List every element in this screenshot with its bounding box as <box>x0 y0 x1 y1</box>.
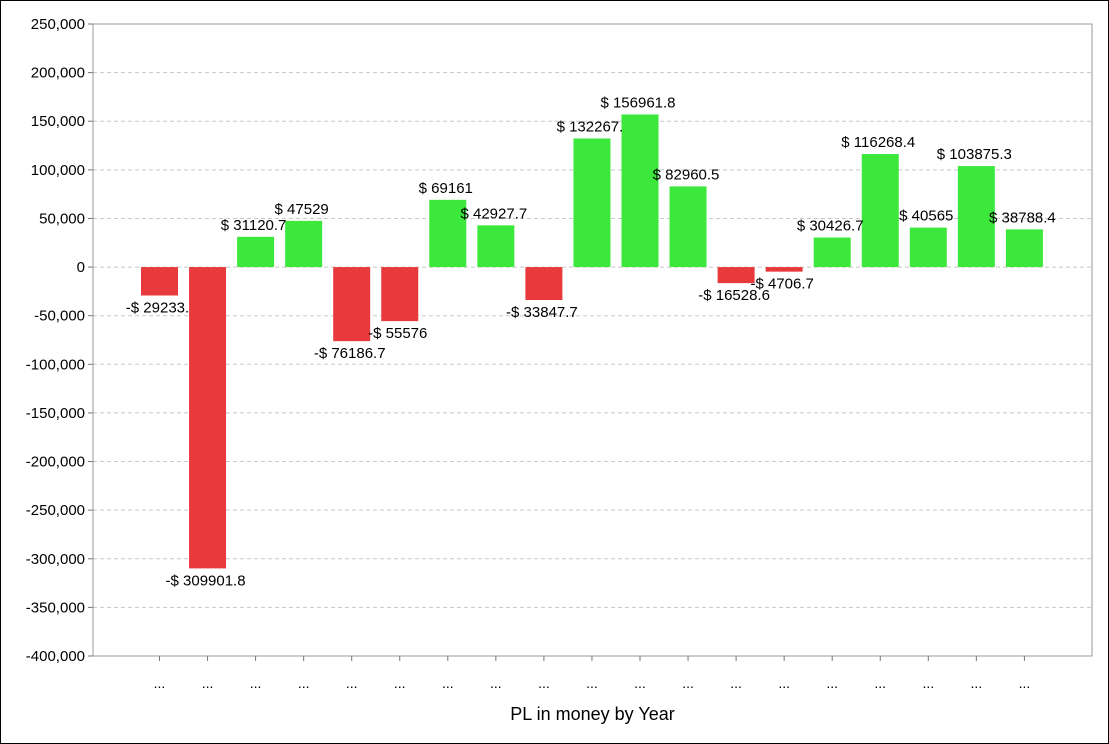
data-label: $ 132267. <box>557 118 624 135</box>
x-axis-title: PL in money by Year <box>510 704 674 724</box>
bar <box>477 225 515 268</box>
y-tick-label: 150,000 <box>31 113 85 130</box>
x-tick-label: ... <box>730 675 742 691</box>
x-tick-label: ... <box>154 675 166 691</box>
y-tick-label: 100,000 <box>31 162 85 179</box>
x-tick-label: ... <box>298 675 310 691</box>
x-tick-label: ... <box>442 675 454 691</box>
bar <box>525 267 563 300</box>
bar <box>573 138 611 268</box>
x-tick-label: ... <box>346 675 358 691</box>
bar <box>909 227 947 268</box>
data-label: $ 47529 <box>275 201 329 218</box>
x-tick-label: ... <box>490 675 502 691</box>
x-tick-label: ... <box>538 675 550 691</box>
bar <box>861 154 899 268</box>
data-label: $ 103875.3 <box>937 146 1012 163</box>
x-tick-label: ... <box>971 675 983 691</box>
bar <box>189 267 227 569</box>
data-label: -$ 16528.6 <box>698 287 770 304</box>
bar <box>669 186 707 268</box>
y-tick-label: -200,000 <box>26 454 85 471</box>
data-label: $ 40565 <box>899 208 953 225</box>
plot-area <box>93 24 1092 656</box>
bar <box>381 267 419 322</box>
bar <box>621 114 659 268</box>
y-tick-label: 0 <box>77 259 85 276</box>
data-label: -$ 33847.7 <box>506 304 578 321</box>
bar-series <box>141 114 1043 569</box>
x-tick-label: ... <box>778 675 790 691</box>
x-tick-label: ... <box>250 675 262 691</box>
y-tick-label: -350,000 <box>26 599 85 616</box>
bar <box>285 220 323 268</box>
y-tick-label: 50,000 <box>39 210 85 227</box>
bar <box>1005 229 1043 268</box>
bar <box>813 237 851 268</box>
bar <box>141 267 178 296</box>
y-tick-label: -50,000 <box>34 308 85 325</box>
y-tick-label: -300,000 <box>26 551 85 568</box>
x-tick-label: ... <box>922 675 934 691</box>
bar <box>957 166 995 268</box>
x-tick-label: ... <box>394 675 406 691</box>
x-tick-label: ... <box>682 675 694 691</box>
x-tick-label: ... <box>586 675 598 691</box>
y-tick-label: -150,000 <box>26 405 85 422</box>
data-label: $ 38788.4 <box>989 209 1056 226</box>
data-label: $ 82960.5 <box>653 166 720 183</box>
x-tick-label: ... <box>634 675 646 691</box>
y-tick-label: -250,000 <box>26 502 85 519</box>
data-label: -$ 309901.8 <box>166 572 246 589</box>
x-tick-label: ... <box>1019 675 1031 691</box>
x-tick-label: ... <box>202 675 214 691</box>
data-label: $ 156961.8 <box>600 94 675 111</box>
y-axis-ticks: 250,000 200,000 150,000 100,000 50,000 0 -50,0… <box>26 16 93 665</box>
y-tick-label: 250,000 <box>31 16 85 33</box>
data-label: $ 31120.7 <box>221 217 287 234</box>
y-tick-label: -100,000 <box>26 356 85 373</box>
bar <box>237 236 275 268</box>
data-label: $ 116268.4 <box>841 134 915 151</box>
data-label: $ 42927.7 <box>460 205 527 222</box>
data-label: $ 30426.7 <box>797 217 864 234</box>
y-tick-label: 200,000 <box>31 65 85 82</box>
bar <box>717 267 755 284</box>
data-label: -$ 4706.7 <box>750 276 813 293</box>
data-labels: -$ 29233. -$ 309901.8 $ 31120.7$ 47529 -$ 7… <box>126 94 1056 589</box>
bar <box>429 199 467 268</box>
x-axis-ticks: ........................................… <box>154 656 1031 691</box>
data-label: $ 69161 <box>419 180 473 197</box>
data-label: -$ 29233. <box>126 300 189 317</box>
plot-border <box>92 23 1093 657</box>
x-tick-label: ... <box>874 675 886 691</box>
y-tick-label: -400,000 <box>26 648 85 665</box>
bar <box>765 267 803 272</box>
data-label: -$ 76186.7 <box>314 345 386 362</box>
x-tick-label: ... <box>826 675 838 691</box>
bar <box>333 267 371 342</box>
data-label: -$ 55576 <box>368 325 427 342</box>
